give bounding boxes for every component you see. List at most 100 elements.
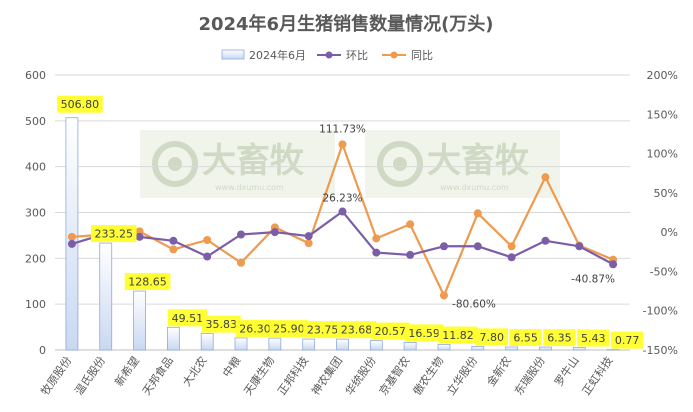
data-label-bg: [303, 321, 343, 339]
bar: [369, 340, 383, 351]
bar: [403, 341, 417, 351]
mom-point: [406, 250, 415, 259]
mom-point: [270, 228, 279, 237]
right-tick-label: 0%: [661, 226, 678, 239]
data-label-bg: [543, 329, 576, 347]
yoy-point: [67, 232, 76, 241]
bar-data-label: 128.65: [124, 273, 171, 291]
watermark-logo-dot: [168, 157, 182, 171]
data-label-bg: [124, 273, 171, 291]
data-label-bg: [370, 322, 410, 340]
left-tick-label: 300: [25, 207, 46, 220]
watermark-text: 大畜牧: [427, 141, 530, 181]
yoy-point: [473, 209, 482, 218]
right-tick-label: 100%: [647, 148, 678, 161]
yoy-point: [372, 234, 381, 243]
data-label-text: 16.59: [408, 327, 440, 340]
data-label-text: 0.77: [615, 334, 640, 347]
data-label-text: 5.43: [581, 332, 606, 345]
bar-data-label: 0.77: [610, 331, 644, 349]
bar-data-label: 506.80: [57, 95, 103, 113]
annotation-label: -40.87%: [571, 273, 615, 285]
data-label-bg: [610, 331, 644, 349]
bar-data-label: 16.59: [404, 324, 444, 342]
bar: [133, 290, 146, 351]
bar-data-label: 49.51: [167, 309, 207, 327]
category-label: 正邦科技: [274, 354, 311, 398]
data-label-bg: [167, 309, 207, 327]
category-label: 天邦食品: [139, 354, 176, 398]
yoy-point: [507, 242, 516, 251]
data-label-bg: [201, 315, 241, 333]
bar: [234, 337, 248, 351]
category-label: 傲农生物: [410, 354, 447, 398]
mom-point: [67, 239, 76, 248]
data-label-bg: [438, 326, 478, 344]
data-label-bg: [404, 324, 444, 342]
bar-data-label: 26.30: [235, 319, 275, 337]
mom-point: [372, 248, 381, 257]
data-label-bg: [509, 328, 542, 346]
mom-point: [609, 260, 618, 269]
annotations: 111.73% 26.23% -80.60% -40.87%: [319, 123, 615, 310]
category-label: 正虹科技: [579, 354, 616, 398]
category-label: 中粮: [219, 354, 243, 380]
category-label: 京基智农: [376, 354, 413, 398]
annotation-label: 26.23%: [322, 193, 362, 205]
mom-point: [541, 236, 550, 245]
right-tick-label: -50%: [650, 265, 678, 278]
data-label-bg: [57, 95, 103, 113]
left-tick-label: 100: [25, 298, 46, 311]
category-label: 神农集团: [308, 354, 345, 398]
mom-point: [135, 232, 144, 241]
legend-label: 环比: [346, 49, 368, 62]
yoy-point: [338, 140, 347, 149]
category-label: 新希望: [112, 354, 142, 389]
bar-data-label: 6.35: [543, 329, 576, 347]
mom-point: [439, 242, 448, 251]
bar: [99, 242, 113, 351]
yoy-point: [541, 173, 550, 182]
category-label: 罗牛山: [551, 354, 581, 389]
mom-point: [304, 232, 313, 241]
bar-data-label: 5.43: [577, 329, 610, 347]
annotation-label: -80.60%: [452, 298, 496, 310]
legend-swatch-yoy-dot: [390, 51, 398, 59]
yoy-point: [203, 236, 212, 244]
bar: [166, 326, 180, 351]
category-label: 天康生物: [241, 354, 278, 398]
data-label-bg: [475, 328, 508, 346]
legend-swatch-bar: [221, 49, 245, 60]
watermarks: 大畜牧 www.dxumu.com 大畜牧 www.dxumu.com: [140, 130, 560, 198]
bar: [572, 347, 586, 351]
bar: [268, 337, 282, 351]
data-label-bg: [269, 320, 309, 338]
bar-data-label: 23.75: [303, 321, 343, 339]
right-tick-label: 50%: [654, 187, 678, 200]
legend: 2024年6月 环比 同比: [221, 48, 433, 62]
bar-data-label: 35.83: [201, 315, 241, 333]
bar-data-label: 11.82: [438, 326, 478, 344]
data-label-bg: [235, 319, 275, 337]
watermark-logo-icon: [152, 141, 198, 187]
watermark-sub: www.dxumu.com: [215, 183, 284, 192]
category-label: 温氏股份: [72, 354, 108, 397]
data-label-bg: [90, 225, 137, 243]
watermark: 大畜牧 www.dxumu.com: [365, 130, 560, 198]
bar: [336, 338, 349, 351]
left-tick-label: 200: [25, 252, 46, 265]
chart-title: 2024年6月生猪销售数量情况(万头): [198, 13, 493, 35]
legend-label: 2024年6月: [249, 48, 306, 62]
watermark-sub: www.dxumu.com: [440, 183, 509, 192]
watermark-text: 大畜牧: [202, 141, 305, 181]
data-label-text: 49.51: [172, 312, 204, 325]
yoy-point: [135, 227, 144, 236]
data-label-text: 25.90: [273, 323, 305, 336]
legend-label: 同比: [411, 49, 433, 62]
bar-data-label: 20.57: [370, 322, 410, 340]
right-tick-label: -150%: [643, 344, 678, 357]
bar-data-label: 7.80: [475, 328, 508, 346]
